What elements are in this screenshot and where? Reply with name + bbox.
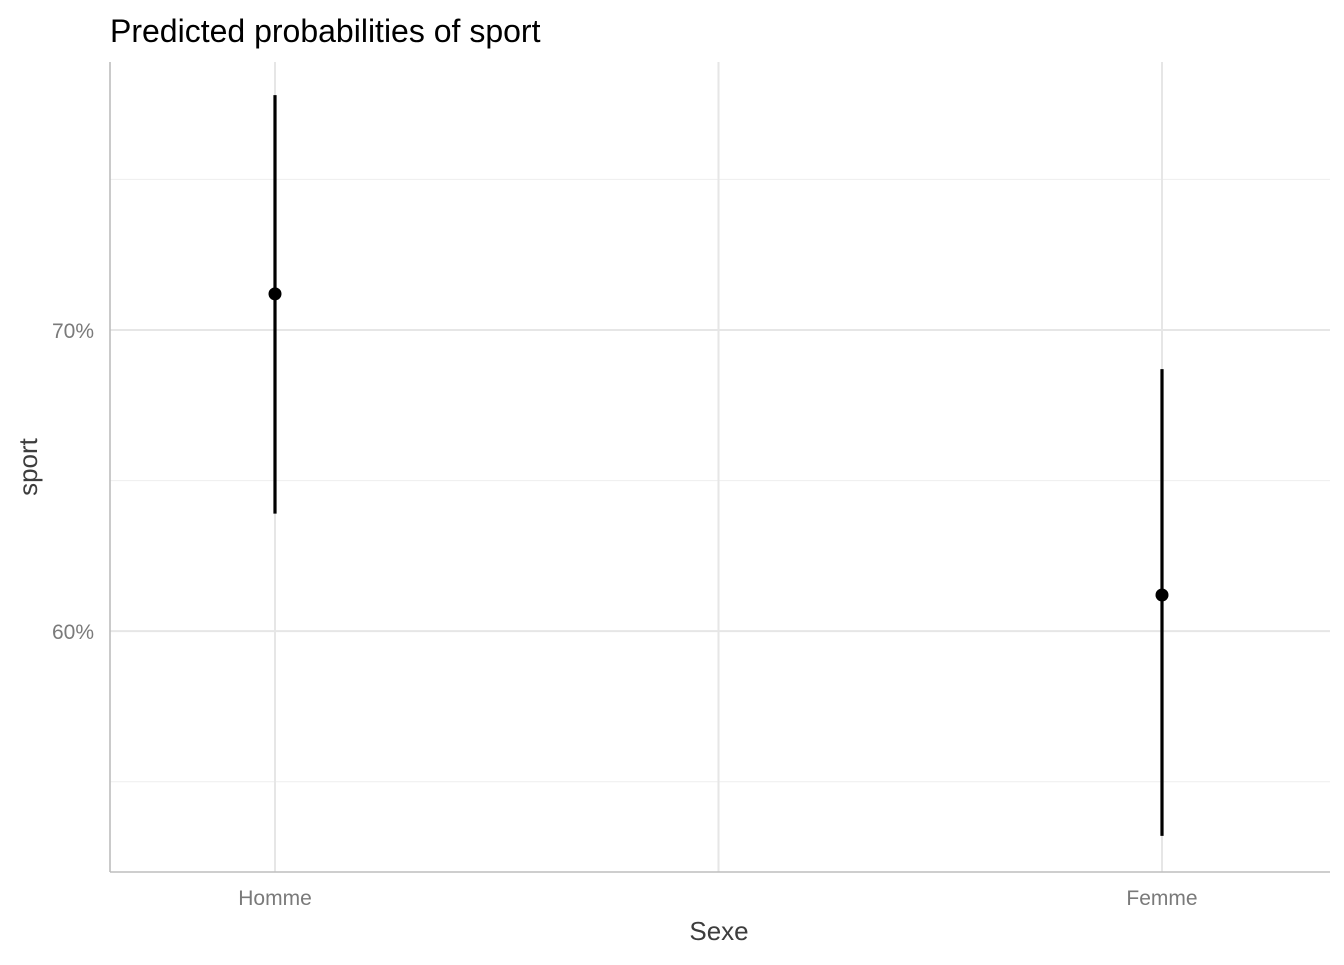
y-axis-title: sport — [13, 437, 43, 496]
y-tick-label: 70% — [52, 320, 94, 343]
chart-title: Predicted probabilities of sport — [110, 13, 541, 49]
tick-labels: 60% 70% Homme Femme — [52, 320, 1198, 910]
point-femme — [1155, 588, 1169, 602]
point-homme — [268, 287, 282, 301]
y-tick-label: 60% — [52, 621, 94, 644]
axes — [109, 62, 1330, 873]
data-marks — [268, 95, 1169, 836]
grid-lines — [110, 62, 1330, 872]
x-tick-label: Femme — [1126, 887, 1197, 910]
x-axis-title: Sexe — [689, 916, 748, 946]
x-tick-label: Homme — [238, 887, 312, 910]
